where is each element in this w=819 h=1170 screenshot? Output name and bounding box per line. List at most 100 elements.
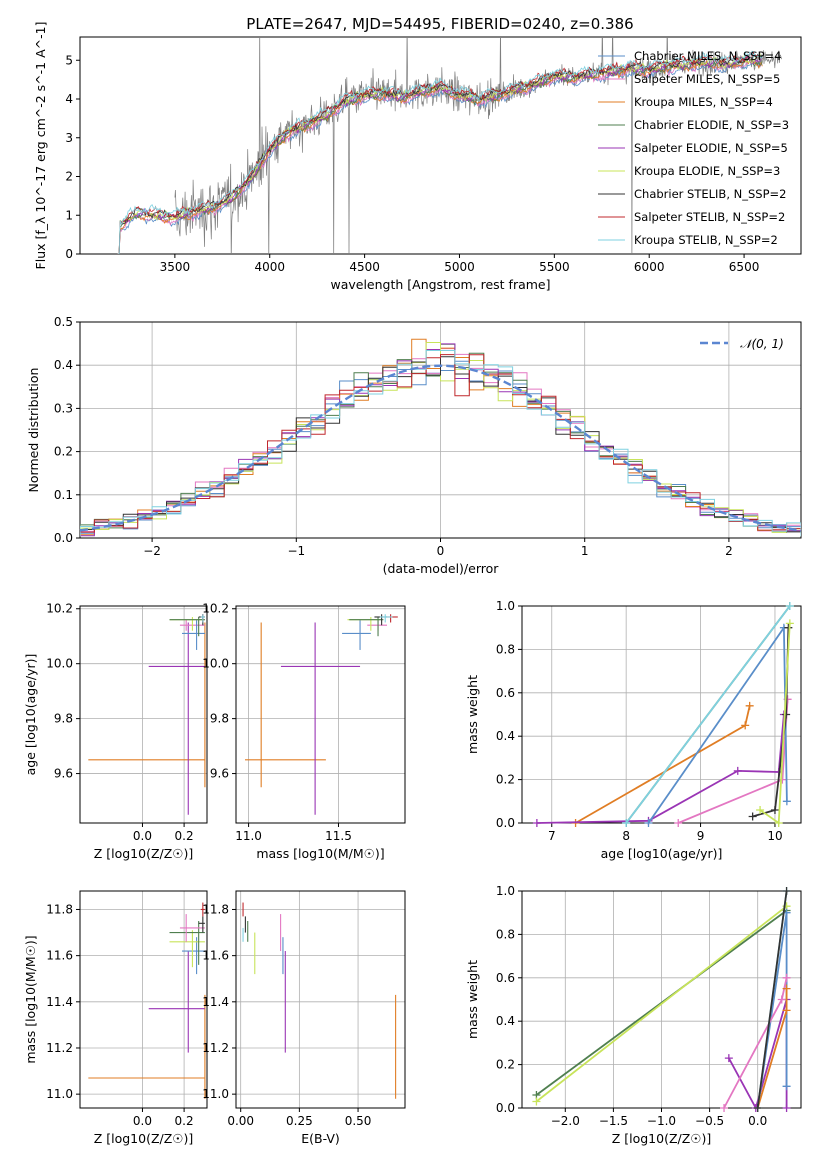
axes-frame <box>79 605 208 824</box>
axes-frame <box>235 605 406 824</box>
weight-point-chabrier_stelib <box>784 623 793 632</box>
weight-point-kroupa_elodie <box>785 619 794 628</box>
age-vs-mass-panel: 11.0 11.5 9.6 9.8 10.0 10.2 mass [log10(M/M☉)] <box>202 602 406 861</box>
y-tick-label: 0.2 <box>496 1058 515 1072</box>
weight-point-salpeter_miles <box>778 775 787 784</box>
weight-point-kroupa_stelib <box>785 602 794 610</box>
y-axis-label: Flux [f_λ 10^-17 erg cm^-2 s^-1 A^-1] <box>33 22 48 270</box>
y-axis-label: Normed distribution <box>26 368 41 493</box>
axes-frame <box>235 890 406 1109</box>
x-tick-label: 8 <box>622 829 630 843</box>
legend-label: Kroupa STELIB, N_SSP=2 <box>634 233 778 247</box>
weight-point-kroupa_elodie <box>774 819 783 827</box>
weight-point-kroupa_elodie <box>756 805 765 814</box>
legend-label: Kroupa MILES, N_SSP=4 <box>634 95 773 109</box>
weight-point-chabrier_stelib <box>770 805 779 814</box>
x-tick-label: 0.00 <box>227 1114 254 1128</box>
weight-point-salpeter_elodie <box>782 1104 791 1112</box>
weight-line-kroupa_elodie <box>535 905 788 1103</box>
y-tick-label: 9.6 <box>210 767 229 781</box>
x-axis-label: Z [log10(Z/Z☉)] <box>94 846 194 861</box>
y-tick-label: 11.0 <box>202 1087 229 1101</box>
weight-point-kroupa_miles <box>782 984 791 993</box>
weight-line-salpeter_miles <box>677 699 789 824</box>
model-spectrum-6 <box>117 53 763 254</box>
y-tick-label: 10.2 <box>202 602 229 616</box>
weight-point-kroupa_stelib <box>622 819 631 827</box>
x-tick-label: 0 <box>437 544 445 558</box>
x-axis-label: (data-model)/error <box>383 561 500 576</box>
y-tick-label: 11.2 <box>46 1041 73 1055</box>
spectrum-panel: 3500 4000 4500 5000 5500 6000 6500 0 1 2 3 4 5 wavele… <box>33 22 802 292</box>
mass-weight-vs-metallicity-panel: −2.0 −1.5 −1.0 −0.5 0.0 0.0 0.2 0.4 0.6 0.8 1.0 Z [… <box>465 884 802 1146</box>
weight-line-chabrier_miles <box>647 624 788 824</box>
y-tick-label: 1.0 <box>496 884 515 898</box>
axes-frame <box>79 890 208 1109</box>
y-tick-label: 0.3 <box>54 401 73 415</box>
mass-weight-vs-age-panel: 7 8 9 10 0.0 0.2 0.4 0.6 0.8 1.0 age [log10(age/yr… <box>465 599 802 861</box>
legend-label: Salpeter STELIB, N_SSP=2 <box>634 210 785 224</box>
x-tick-label: 0.25 <box>286 1114 313 1128</box>
x-tick-label: 3500 <box>160 260 191 274</box>
y-tick-label: 11.8 <box>202 902 229 916</box>
weight-point-chabrier_stelib <box>753 1104 762 1112</box>
x-axis-label: mass [log10(M/M☉)] <box>256 846 384 861</box>
x-tick-label: 4500 <box>349 260 380 274</box>
x-axis-label: age [log10(age/yr)] <box>601 846 723 861</box>
axes-frame <box>79 36 802 255</box>
x-tick-label: −1.0 <box>647 1114 676 1128</box>
y-tick-label: 2 <box>65 170 73 184</box>
legend-label: Chabrier ELODIE, N_SSP=3 <box>634 118 789 132</box>
axes-frame <box>521 605 802 824</box>
y-axis-label: mass weight <box>465 960 480 1039</box>
y-tick-label: 0.2 <box>54 445 73 459</box>
y-tick-label: 0.0 <box>496 816 515 830</box>
x-tick-label: −2.0 <box>551 1114 580 1128</box>
legend-label: Chabrier STELIB, N_SSP=2 <box>634 187 786 201</box>
x-tick-label: 11.5 <box>325 829 352 843</box>
x-tick-label: 2 <box>725 544 733 558</box>
y-tick-label: 9.8 <box>210 712 229 726</box>
y-tick-label: 0.8 <box>496 927 515 941</box>
y-tick-label: 0.0 <box>54 531 73 545</box>
y-tick-label: 11.6 <box>46 949 73 963</box>
figure-title: PLATE=2647, MJD=54495, FIBERID=0240, z=0… <box>246 15 633 33</box>
weight-point-chabrier_miles <box>644 819 653 827</box>
weight-point-chabrier_miles <box>782 1082 791 1091</box>
model-spectrum-5 <box>117 53 763 254</box>
legend-label: Salpeter ELODIE, N_SSP=5 <box>634 141 788 155</box>
y-tick-label: 0.4 <box>54 358 73 372</box>
x-tick-label: −0.5 <box>695 1114 724 1128</box>
x-tick-label: 0.2 <box>175 829 194 843</box>
y-tick-label: 5 <box>65 53 73 67</box>
x-tick-label: 6000 <box>634 260 665 274</box>
model-spectrum-4 <box>117 56 763 254</box>
x-tick-label: 0.2 <box>175 1114 194 1128</box>
legend-label: Salpeter MILES, N_SSP=5 <box>634 72 780 86</box>
x-tick-label: 9 <box>697 829 705 843</box>
y-tick-label: 0.0 <box>496 1101 515 1115</box>
y-tick-label: 0 <box>65 247 73 261</box>
y-axis-label: mass weight <box>465 675 480 754</box>
x-tick-label: 0.0 <box>748 1114 767 1128</box>
weight-point-salpeter_elodie <box>733 766 742 775</box>
legend-label: Kroupa ELODIE, N_SSP=3 <box>634 164 780 178</box>
weight-point-salpeter_miles <box>674 819 683 827</box>
x-tick-label: 4000 <box>254 260 285 274</box>
weight-point-chabrier_stelib <box>782 710 791 719</box>
x-tick-label: 1 <box>581 544 589 558</box>
weight-point-chabrier_stelib <box>748 812 757 821</box>
x-tick-label: −1 <box>287 544 305 558</box>
normal-curve <box>79 364 802 532</box>
y-axis-label: mass [log10(M/M☉)] <box>23 935 38 1063</box>
weight-line-chabrier_stelib <box>756 890 788 1109</box>
weight-line-kroupa_stelib <box>625 605 791 824</box>
model-spectrum-1 <box>117 58 763 254</box>
x-tick-label: 10 <box>767 829 782 843</box>
y-tick-label: 0.5 <box>54 315 73 329</box>
y-tick-label: 11.4 <box>46 995 73 1009</box>
y-tick-label: 0.6 <box>496 971 515 985</box>
weight-point-kroupa_miles <box>741 721 750 730</box>
y-tick-label: 0.8 <box>496 642 515 656</box>
